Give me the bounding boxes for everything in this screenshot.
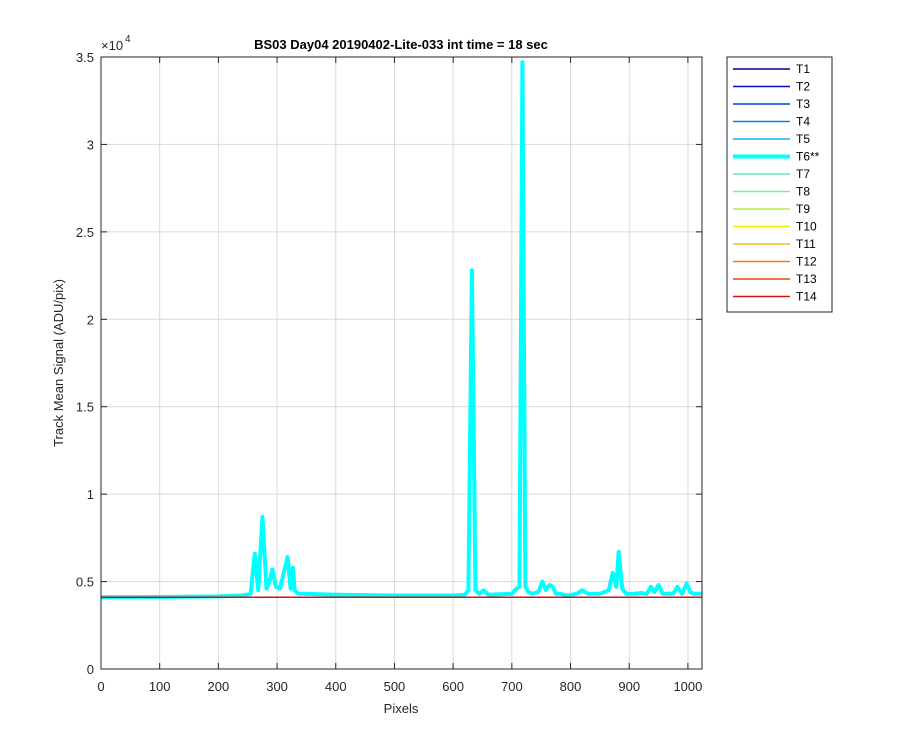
x-axis: 0 100 200 300 400 500 600 700 800 900 1000 bbox=[97, 57, 702, 694]
legend-label: T6** bbox=[796, 150, 820, 164]
legend-box bbox=[726, 56, 833, 313]
legend-label: T4 bbox=[796, 115, 810, 129]
legend-item-t13[interactable]: T13 bbox=[733, 272, 817, 286]
x-tick-label: 500 bbox=[384, 679, 406, 694]
y-tick-label: 2 bbox=[87, 312, 94, 327]
legend-item-t2[interactable]: T2 bbox=[733, 80, 810, 94]
legend-item-t8[interactable]: T8 bbox=[733, 185, 810, 199]
legend-item-t3[interactable]: T3 bbox=[733, 97, 810, 111]
legend-item-t7[interactable]: T7 bbox=[733, 167, 810, 181]
legend-label: T8 bbox=[796, 185, 810, 199]
legend-label: T5 bbox=[796, 132, 810, 146]
y-exponent-base: ×10 bbox=[101, 38, 123, 53]
x-tick-label: 600 bbox=[442, 679, 464, 694]
chart-title: BS03 Day04 20190402-Lite-033 int time = … bbox=[254, 37, 548, 52]
legend-item-t14[interactable]: T14 bbox=[733, 290, 817, 304]
legend-item-t10[interactable]: T10 bbox=[733, 220, 817, 234]
y-tick-label: 2.5 bbox=[76, 225, 94, 240]
legend-label: T11 bbox=[796, 237, 816, 251]
y-tick-label: 3 bbox=[87, 137, 94, 152]
legend-label: T13 bbox=[796, 272, 817, 286]
grid bbox=[101, 57, 702, 669]
x-tick-label: 400 bbox=[325, 679, 347, 694]
plot-background bbox=[101, 57, 702, 669]
legend-label: T14 bbox=[796, 290, 817, 304]
legend-label: T12 bbox=[796, 255, 817, 269]
legend[interactable]: T1 T2 T3 T4 T5 T6** T7 T8 T9 T10 T11 T12 T13 T14 bbox=[726, 56, 833, 313]
y-tick-label: 0 bbox=[87, 662, 94, 677]
legend-label: T1 bbox=[796, 62, 810, 76]
x-tick-label: 0 bbox=[97, 679, 104, 694]
y-axis: 0 0.5 1 1.5 2 2.5 3 3.5 bbox=[76, 50, 702, 677]
legend-label: T7 bbox=[796, 167, 810, 181]
y-tick-label: 3.5 bbox=[76, 50, 94, 65]
x-tick-label: 100 bbox=[149, 679, 171, 694]
y-tick-label: 1 bbox=[87, 487, 94, 502]
series-line-t6 bbox=[100, 60, 702, 600]
y-tick-label: 0.5 bbox=[76, 575, 94, 590]
legend-label: T3 bbox=[796, 97, 810, 111]
y-exponent: ×10 4 bbox=[101, 34, 131, 53]
legend-item-t1[interactable]: T1 bbox=[733, 62, 810, 76]
legend-label: T2 bbox=[796, 80, 810, 94]
legend-item-t6[interactable]: T6** bbox=[733, 150, 820, 164]
plot-frame bbox=[100, 56, 703, 670]
legend-label: T10 bbox=[796, 220, 817, 234]
series-layer bbox=[100, 60, 702, 600]
y-exponent-power: 4 bbox=[125, 34, 131, 45]
x-tick-label: 700 bbox=[501, 679, 523, 694]
legend-items: T1 T2 T3 T4 T5 T6** T7 T8 T9 T10 T11 T12 T13 T14 bbox=[733, 62, 820, 304]
x-tick-label: 800 bbox=[560, 679, 582, 694]
legend-item-t4[interactable]: T4 bbox=[733, 115, 810, 129]
legend-item-t11[interactable]: T11 bbox=[733, 237, 816, 251]
x-axis-label: Pixels bbox=[384, 701, 419, 716]
legend-item-t5[interactable]: T5 bbox=[733, 132, 810, 146]
y-tick-label: 1.5 bbox=[76, 400, 94, 415]
x-tick-label: 200 bbox=[208, 679, 230, 694]
legend-item-t9[interactable]: T9 bbox=[733, 202, 810, 216]
x-tick-label: 1000 bbox=[673, 679, 702, 694]
y-axis-label: Track Mean Signal (ADU/pix) bbox=[51, 279, 66, 447]
x-tick-label: 900 bbox=[618, 679, 640, 694]
x-tick-label: 300 bbox=[266, 679, 288, 694]
legend-label: T9 bbox=[796, 202, 810, 216]
legend-item-t12[interactable]: T12 bbox=[733, 255, 817, 269]
